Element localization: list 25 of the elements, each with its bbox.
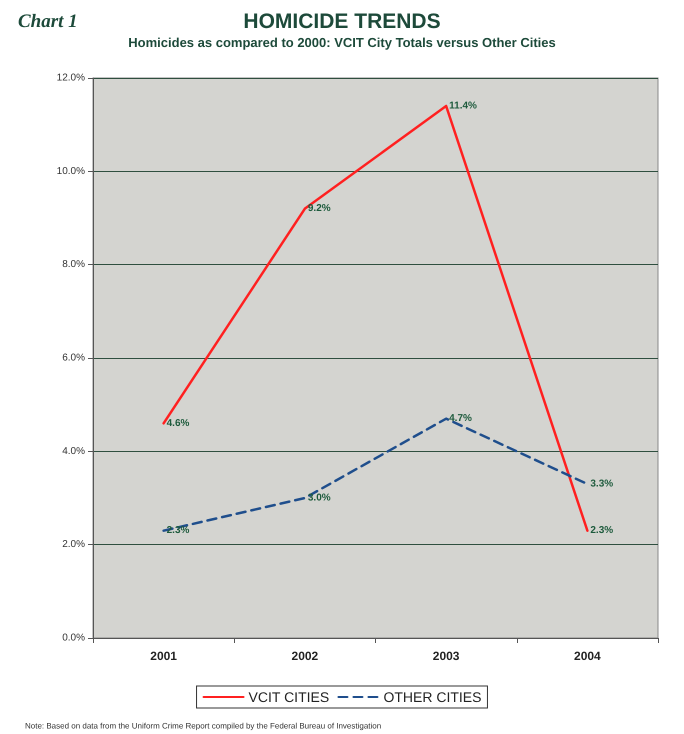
- data-label: 4.7%: [449, 413, 472, 424]
- y-tick-label: 0.0%: [62, 632, 86, 644]
- y-tick-label: 12.0%: [56, 72, 86, 84]
- data-label: 3.0%: [308, 492, 331, 504]
- data-label: 2.3%: [166, 525, 190, 536]
- chart-subtitle: Homicides as compared to 2000: VCIT City Totals versus Other Cities: [128, 35, 556, 50]
- legend-label: VCIT CITIES: [248, 689, 330, 705]
- y-tick-label: 10.0%: [56, 166, 86, 177]
- text: Note: Based on data from the Uniform Crime Report compiled by the Federal Bureau of Investigation: [25, 722, 382, 730]
- data-label: 11.4%: [449, 100, 478, 112]
- x-tick-label: 2003: [432, 649, 460, 663]
- chart-title: HOMICIDE TRENDS: [243, 10, 441, 33]
- data-label: 9.2%: [308, 203, 331, 214]
- y-tick-label: 2.0%: [62, 539, 86, 550]
- y-tick-label: 8.0%: [62, 259, 86, 270]
- y-tick-label: 6.0%: [62, 352, 86, 364]
- data-label: 2.3%: [590, 525, 614, 536]
- data-label: 4.6%: [166, 418, 190, 429]
- data-label: 3.3%: [590, 478, 614, 490]
- x-tick-label: 2001: [150, 649, 178, 663]
- y-tick-label: 4.0%: [62, 446, 86, 457]
- x-tick-label: 2002: [292, 649, 319, 663]
- x-tick-label: 2004: [574, 649, 602, 663]
- caption: Chart 1: [18, 11, 78, 32]
- legend-label: OTHER CITIES: [383, 689, 482, 705]
